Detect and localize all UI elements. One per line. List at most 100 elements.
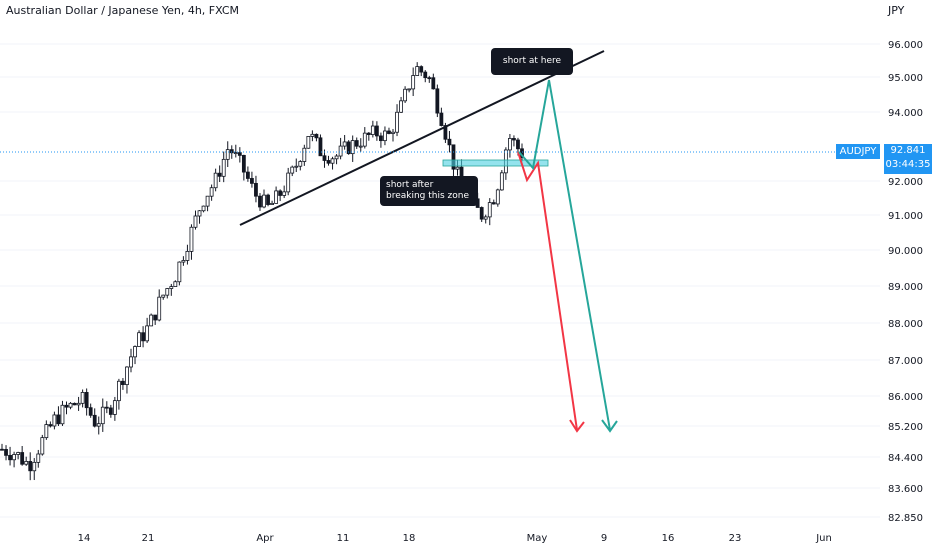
x-tick-label: 23 [729, 533, 742, 544]
candle-body [225, 149, 230, 160]
candle-body [366, 132, 371, 135]
x-tick-label: 11 [337, 533, 350, 544]
candle-body [479, 207, 484, 220]
candle-body [241, 154, 246, 173]
candle-body [16, 452, 21, 455]
candle-body [342, 141, 347, 147]
x-axis: 14 21 Apr 11 18 May 9 16 23 Jun [78, 533, 832, 544]
x-tick-label: Jun [815, 533, 832, 544]
y-tick-label: 83.600 [888, 484, 923, 495]
candle-body [439, 112, 444, 126]
candle-body [447, 138, 452, 146]
candle-body [237, 152, 242, 156]
candle-body [254, 182, 258, 197]
candle-body [423, 71, 428, 79]
candle-body [415, 66, 420, 76]
callout-line-1: short after [386, 180, 434, 190]
candle-body [153, 314, 158, 321]
x-tick-label: 9 [601, 533, 607, 544]
candle-body [205, 195, 210, 207]
candle-body [157, 296, 162, 321]
candle-body [512, 138, 516, 141]
y-tick-label: 88.000 [888, 319, 923, 330]
candle-body [286, 172, 291, 193]
candle-body [125, 366, 129, 386]
candle-body [217, 172, 222, 177]
candle-body [185, 250, 190, 261]
candle-body [274, 190, 279, 204]
candle-body [282, 191, 287, 196]
candle-body [52, 414, 57, 427]
last-price-badge: 92.841 03:44:35 [884, 144, 932, 174]
candle-body [181, 260, 186, 263]
candle-body [189, 226, 194, 252]
candle-body [508, 138, 512, 151]
candle-body [197, 210, 202, 217]
candle-body [20, 452, 25, 465]
candle-body [403, 88, 408, 102]
chart-title: Australian Dollar / Japanese Yen, 4h, FX… [6, 4, 240, 17]
candle-body [451, 144, 456, 170]
candle-body [294, 165, 299, 168]
candle-body [28, 461, 33, 472]
x-tick-label: 18 [403, 533, 416, 544]
candle-body [395, 111, 399, 133]
candle-body [419, 66, 424, 73]
candle-body [411, 75, 416, 90]
candle-body [427, 77, 432, 80]
candle-body [399, 100, 403, 113]
candle-body [137, 332, 141, 347]
y-tick-label: 89.000 [888, 282, 923, 293]
candle-body [374, 125, 379, 137]
candle-body [68, 402, 73, 408]
candle-body [435, 88, 440, 114]
candle-body [141, 332, 145, 342]
candle-body [443, 125, 448, 140]
candle-body [44, 424, 49, 439]
candle-body [64, 404, 69, 408]
callout-short-after-zone: short after breaking this zone [380, 176, 478, 206]
candle-body [302, 147, 307, 162]
candle-body [338, 145, 343, 157]
x-tick-label: 14 [78, 533, 91, 544]
candle-body [161, 294, 166, 298]
callout-short-at-here-text: short at here [502, 56, 562, 66]
candle-body [270, 202, 274, 205]
candle-body [516, 139, 520, 150]
callout-line-2: breaking this zone [386, 191, 470, 201]
green-projection-path [518, 79, 611, 431]
candle-body [346, 141, 351, 155]
candle-body [487, 202, 492, 218]
candle-body [318, 137, 323, 157]
candle-body [431, 77, 436, 90]
candle-body [84, 392, 89, 409]
candle-body [201, 205, 206, 212]
candle-body [495, 189, 500, 205]
candle-body [104, 406, 109, 409]
candle-body [407, 88, 412, 91]
candle-body [229, 149, 234, 154]
y-tick-label: 85.200 [888, 422, 923, 433]
y-tick-label: 90.000 [888, 246, 923, 257]
countdown-value: 03:44:35 [885, 159, 931, 170]
candle-body [40, 437, 45, 455]
candle-body [362, 132, 367, 147]
green-arrow-head [601, 419, 618, 433]
candle-body [108, 407, 113, 415]
candle-body [483, 216, 488, 220]
candle-body [326, 160, 331, 164]
symbol-badge: AUDJPY [836, 144, 880, 159]
y-tick-label: 92.000 [888, 177, 923, 188]
candle-body [56, 414, 61, 425]
candle-body [173, 281, 178, 288]
candle-body [129, 356, 133, 368]
candle-body [92, 414, 97, 427]
candle-body [177, 261, 182, 283]
candle-body [0, 448, 4, 451]
candles [0, 62, 524, 481]
x-tick-label: 16 [662, 533, 675, 544]
candle-body [233, 152, 238, 155]
y-tick-label: 82.850 [888, 513, 923, 524]
